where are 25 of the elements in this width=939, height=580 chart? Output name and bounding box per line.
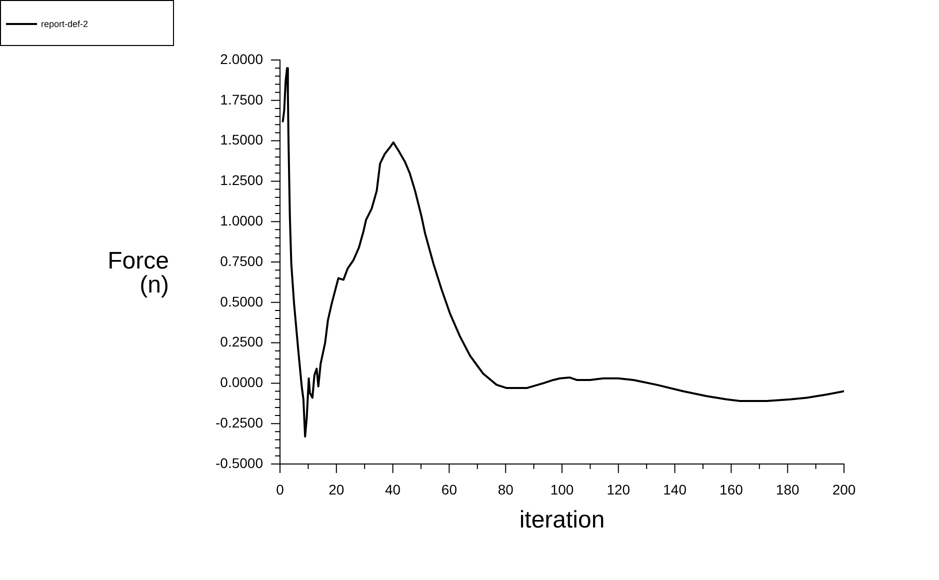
x-tick-label: 140 (663, 481, 687, 498)
y-tick-label: 0.2500 (220, 334, 264, 350)
y-tick-label: 0.7500 (220, 252, 264, 269)
x-tick-label: 40 (385, 481, 401, 498)
legend-label: report-def-2 (41, 19, 88, 29)
x-tick-label: 180 (776, 481, 800, 498)
y-tick-label: 2.0000 (220, 50, 264, 67)
x-tick-label: 120 (606, 481, 630, 498)
x-tick-label: 100 (550, 481, 574, 498)
y-tick-label: 0.0000 (220, 374, 264, 390)
x-tick-label: 0 (276, 481, 284, 498)
x-tick-label: 80 (498, 481, 514, 498)
x-tick-label: 60 (441, 481, 458, 498)
y-tick-label: 1.2500 (220, 172, 264, 188)
x-tick-label: 20 (328, 481, 344, 498)
y-tick-label: 1.7500 (220, 91, 264, 108)
y-axis-title: Force (n) (108, 248, 169, 299)
y-tick-label: 1.5000 (220, 132, 264, 148)
y-tick-label: 1.0000 (220, 212, 264, 228)
y-tick-label: 0.5000 (220, 293, 264, 310)
x-tick-label: 160 (720, 481, 744, 498)
x-tick-label: 200 (832, 481, 856, 498)
y-tick-label: -0.5000 (216, 454, 264, 471)
x-axis-title: iteration (519, 506, 605, 534)
y-tick-label: -0.2500 (216, 414, 264, 430)
